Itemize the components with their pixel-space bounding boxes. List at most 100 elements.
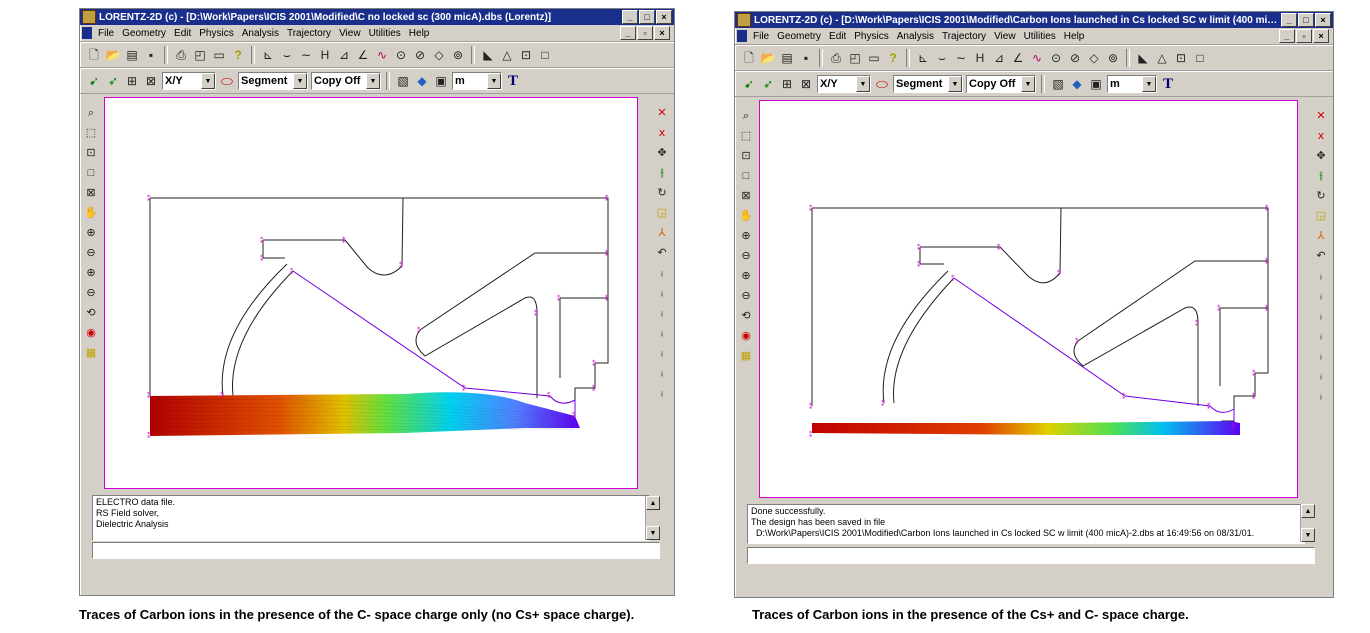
command-input[interactable]	[92, 542, 660, 559]
layers-icon[interactable]: ▧	[397, 74, 409, 88]
scroll-down-icon[interactable]: ▼	[1301, 528, 1315, 542]
view-plane-combo[interactable]: X/Y ▼	[817, 75, 871, 93]
grid-snap-icon[interactable]: ⊠	[800, 77, 812, 91]
fillet-icon[interactable]: ◣	[483, 48, 493, 62]
circle-center-icon[interactable]: ⊙	[395, 48, 407, 62]
maximize-button[interactable]: □	[1298, 13, 1314, 27]
diamond-circle-icon[interactable]: ◇	[1089, 51, 1099, 65]
h-tool-icon[interactable]: H	[320, 48, 330, 62]
pointer-red-icon[interactable]: ➶	[107, 74, 119, 88]
info-distance-icon[interactable]: ᵢ	[661, 266, 663, 279]
zoom-out-icon[interactable]: ⊖	[86, 246, 96, 259]
delete-all-icon[interactable]: ⅹ	[658, 126, 666, 139]
redraw-icon[interactable]: ◉	[86, 326, 96, 339]
save-icon[interactable]: ▪	[148, 48, 154, 62]
zoom-region-icon[interactable]: ⊠	[86, 186, 96, 199]
zoom-window-icon[interactable]: ⬚	[85, 126, 97, 139]
pan-hand-icon[interactable]: ✋	[739, 209, 753, 222]
info-box-icon[interactable]: ᵢ	[661, 286, 663, 299]
info-circle-icon[interactable]: ᵢ	[1320, 349, 1322, 362]
menu-utilities[interactable]: Utilities	[368, 27, 401, 39]
layers-icon[interactable]: ▧	[1052, 77, 1064, 91]
zoom-fit-icon[interactable]: ⌕	[742, 109, 750, 122]
rectangle-icon[interactable]: □	[1196, 51, 1204, 65]
minimize-button[interactable]: _	[622, 10, 638, 24]
pointer-green-icon[interactable]: ➹	[743, 77, 755, 91]
zoom-window-icon[interactable]: ⬚	[740, 129, 752, 142]
minimize-button[interactable]: _	[1281, 13, 1297, 27]
circle-radius-icon[interactable]: ⊘	[414, 48, 426, 62]
triangle-icon[interactable]: △	[502, 48, 512, 62]
open-folder-icon[interactable]: 📂	[105, 48, 121, 62]
triangle-icon[interactable]: △	[1157, 51, 1167, 65]
bezier-tool-icon[interactable]: ∼	[300, 48, 312, 62]
rotate-icon[interactable]: ↻	[1316, 189, 1326, 202]
menu-physics[interactable]: Physics	[199, 27, 234, 39]
zoom-plus-icon[interactable]: ⊕	[86, 266, 96, 279]
scroll-up-icon[interactable]: ▲	[1301, 504, 1315, 518]
circle-3pt-icon[interactable]: ⊚	[452, 48, 464, 62]
circle-3pt-icon[interactable]: ⊚	[1107, 51, 1119, 65]
grid-icon[interactable]: ⊞	[126, 74, 138, 88]
status-scrollbar[interactable]: ▲ ▼	[645, 496, 660, 540]
new-file-icon[interactable]: 🗋	[744, 51, 754, 65]
mirror-icon[interactable]: ⫲	[1319, 169, 1323, 182]
zoom-minus-icon[interactable]: ⊖	[741, 289, 751, 302]
info-ruler-icon[interactable]: ᵢ	[661, 366, 663, 379]
pointer-green-icon[interactable]: ➹	[88, 74, 100, 88]
maximize-button[interactable]: □	[639, 10, 655, 24]
info-circle-icon[interactable]: ᵢ	[661, 346, 663, 359]
copy-combo[interactable]: Copy Off ▼	[966, 75, 1036, 93]
diamond-circle-icon[interactable]: ◇	[434, 48, 444, 62]
mdi-minimize-button[interactable]: _	[1279, 29, 1295, 43]
color-map-icon[interactable]: ▦	[85, 346, 97, 359]
save-icon[interactable]: ▪	[803, 51, 809, 65]
export-icon[interactable]: ▣	[435, 74, 447, 88]
info-line-icon[interactable]: ᵢ	[1320, 329, 1322, 342]
print-preview-icon[interactable]: ◰	[849, 51, 861, 65]
fillet-icon[interactable]: ◣	[1138, 51, 1148, 65]
close-button[interactable]: ×	[656, 10, 672, 24]
zoom-box-icon[interactable]: □	[742, 169, 750, 182]
arc-line-tool-icon[interactable]: ⌣	[283, 48, 291, 62]
mdi-close-button[interactable]: ×	[1313, 29, 1329, 43]
corner-tool-icon[interactable]: ⊿	[993, 51, 1005, 65]
move-icon[interactable]: ✥	[657, 146, 667, 159]
grid-icon[interactable]: ⊞	[781, 77, 793, 91]
command-input[interactable]	[747, 547, 1315, 564]
scale-icon[interactable]: ◲	[1315, 209, 1327, 222]
menu-geometry[interactable]: Geometry	[122, 27, 167, 39]
print-icon[interactable]: ⎙	[176, 48, 186, 62]
units-combo[interactable]: m ▼	[452, 72, 502, 90]
geometry-canvas[interactable]: ⁑ ⁑ ⁑ ⁑ ⁑ ⁑ ⁑ ⁑ ⁑ ⁑ ⁑ ⁑ ⁑ ⁑ ⁑ ⁑ ⁑ ⁑ ⁑ ⁑	[104, 97, 638, 489]
info-box-icon[interactable]: ᵢ	[1320, 289, 1322, 302]
zoom-in-icon[interactable]: ⊕	[86, 226, 96, 239]
units-combo[interactable]: m ▼	[1107, 75, 1157, 93]
help-icon[interactable]: ?	[234, 48, 242, 62]
delete-icon[interactable]: ✕	[657, 106, 667, 119]
region-icon[interactable]: ⊡	[520, 48, 532, 62]
redraw-icon[interactable]: ◉	[741, 329, 751, 342]
node-icon[interactable]: ⅄	[658, 226, 666, 239]
menu-help[interactable]: Help	[1063, 30, 1085, 42]
curve-tool-icon[interactable]: ∿	[1031, 51, 1043, 65]
node-icon[interactable]: ⅄	[1317, 229, 1325, 242]
curve-tool-icon[interactable]: ∿	[376, 48, 388, 62]
mode-combo[interactable]: Segment ▼	[893, 75, 963, 93]
info-distance-icon[interactable]: ᵢ	[1320, 269, 1322, 282]
open-recent-icon[interactable]: ▤	[781, 51, 793, 65]
paint-icon[interactable]: ◆	[417, 74, 427, 88]
menu-file[interactable]: File	[753, 30, 770, 42]
move-icon[interactable]: ✥	[1316, 149, 1326, 162]
info-line-icon[interactable]: ᵢ	[661, 326, 663, 339]
title-bar[interactable]: LORENTZ-2D (c) - [D:\Work\Papers\ICIS 20…	[80, 9, 674, 25]
menu-view[interactable]: View	[994, 30, 1016, 42]
info-angle-icon[interactable]: ᵢ	[1320, 389, 1322, 402]
bezier-tool-icon[interactable]: ∼	[955, 51, 967, 65]
open-recent-icon[interactable]: ▤	[126, 48, 138, 62]
pan-hand-icon[interactable]: ✋	[84, 206, 98, 219]
notes-icon[interactable]: ▭	[213, 48, 225, 62]
zoom-minus-icon[interactable]: ⊖	[86, 286, 96, 299]
print-icon[interactable]: ⎙	[831, 51, 841, 65]
circle-center-icon[interactable]: ⊙	[1050, 51, 1062, 65]
